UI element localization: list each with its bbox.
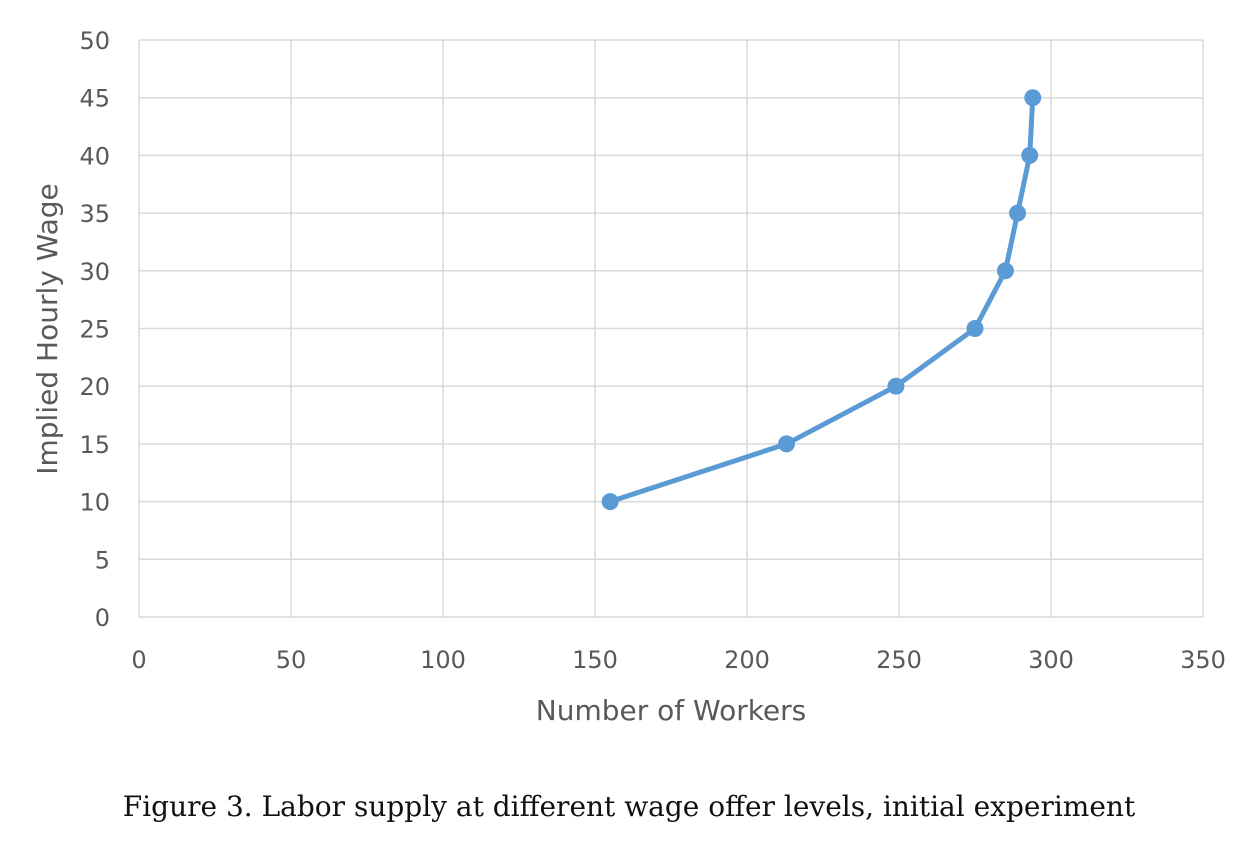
y-axis-title: Implied Hourly Wage <box>31 183 64 475</box>
series-line <box>607 95 1036 505</box>
y-tick-label-35: 35 <box>79 200 110 228</box>
y-tick-label-0: 0 <box>95 604 110 632</box>
x-tick-label-100: 100 <box>420 646 466 674</box>
data-point-155-10 <box>601 493 619 511</box>
x-tick-label-0: 0 <box>131 646 146 674</box>
data-point-294-45 <box>1024 89 1042 107</box>
data-point-293-40 <box>1021 146 1039 164</box>
y-tick-label-5: 5 <box>95 546 110 574</box>
x-axis-ticks: 0 50 100 150 200 250 300 350 <box>131 646 1226 674</box>
data-point-285-30 <box>996 262 1014 280</box>
data-point-249-20 <box>887 377 905 395</box>
y-tick-label-40: 40 <box>79 142 110 170</box>
y-tick-label-45: 45 <box>79 85 110 113</box>
labor-supply-chart: 0 5 10 15 20 25 30 35 40 45 50 0 50 100 150 200 250 300 3… <box>31 27 1226 727</box>
gridlines <box>138 39 1204 618</box>
figure-caption: Figure 3. Labor supply at different wage… <box>122 790 1136 823</box>
y-tick-label-50: 50 <box>79 27 110 55</box>
y-axis-ticks: 0 5 10 15 20 25 30 35 40 45 50 <box>79 27 110 632</box>
data-point-289-35 <box>1009 204 1027 222</box>
data-point-213-15 <box>778 435 796 453</box>
y-tick-label-10: 10 <box>79 489 110 517</box>
x-tick-label-300: 300 <box>1028 646 1074 674</box>
x-tick-label-200: 200 <box>724 646 770 674</box>
x-axis-title: Number of Workers <box>536 694 807 727</box>
y-tick-label-25: 25 <box>79 316 110 344</box>
series-labor-supply <box>601 89 1042 511</box>
data-point-275-25 <box>966 320 984 337</box>
x-tick-label-350: 350 <box>1180 646 1226 674</box>
y-tick-label-15: 15 <box>79 431 110 459</box>
x-tick-label-250: 250 <box>876 646 922 674</box>
x-tick-label-50: 50 <box>276 646 307 674</box>
y-tick-label-30: 30 <box>79 258 110 286</box>
y-tick-label-20: 20 <box>79 373 110 401</box>
x-tick-label-150: 150 <box>572 646 618 674</box>
